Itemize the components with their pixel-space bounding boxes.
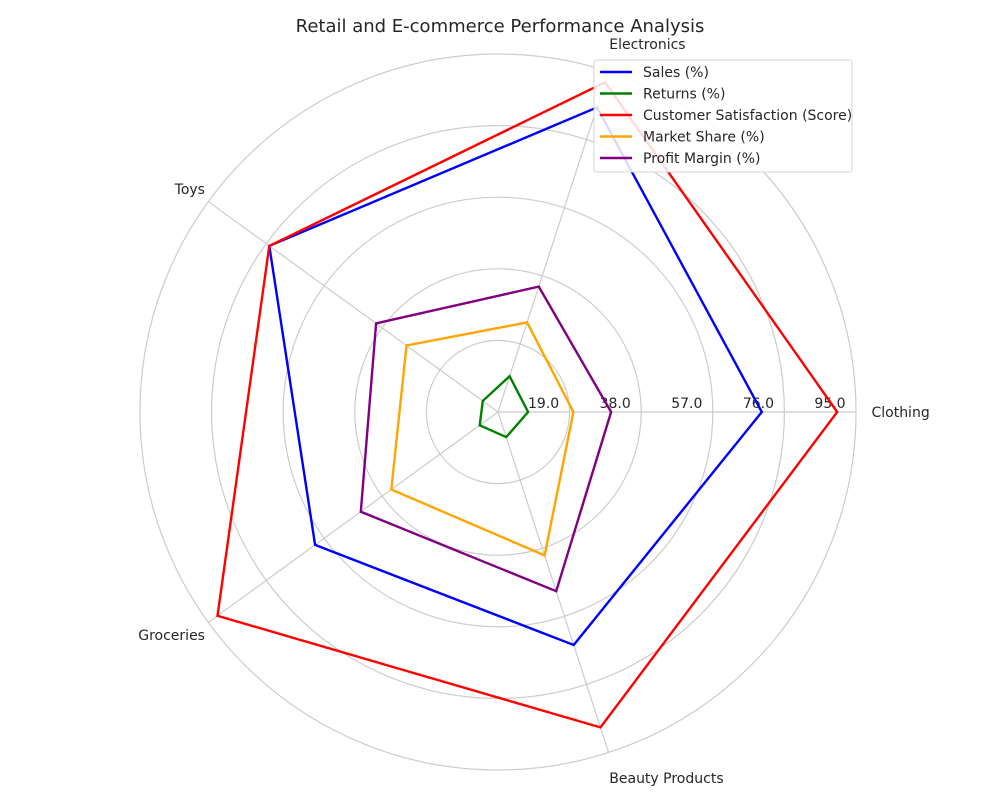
r-tick-label: 19.0	[528, 396, 559, 412]
radial-tick-labels: 19.0 38.0 57.0 76.0 95.0	[528, 396, 846, 412]
chart-title: Retail and E-commerce Performance Analys…	[296, 16, 705, 37]
category-label: Clothing	[871, 405, 929, 421]
legend-items: Sales (%) Returns (%) Customer Satisfactio…	[600, 65, 852, 167]
series-line-returns	[478, 374, 530, 439]
legend-label: Returns (%)	[643, 87, 725, 103]
category-labels: Clothing Electronics Toys Groceries Beauty P…	[138, 37, 929, 787]
legend-label: Customer Satisfaction (Score)	[643, 108, 852, 124]
legend-label: Sales (%)	[643, 65, 709, 81]
r-tick-label: 95.0	[814, 396, 845, 412]
spoke-line	[208, 201, 499, 413]
spoke-line	[208, 411, 499, 623]
legend-label: Profit Margin (%)	[643, 151, 760, 167]
legend-frame	[593, 59, 853, 173]
spoke-line	[497, 411, 610, 753]
category-label: Electronics	[609, 37, 685, 53]
series-line-profit-margin	[359, 285, 613, 593]
category-label: Toys	[174, 182, 205, 198]
legend-label: Market Share (%)	[643, 130, 765, 146]
r-tick-label: 57.0	[671, 396, 702, 412]
series-line-sales	[267, 105, 764, 647]
spoke-line	[497, 71, 610, 413]
category-label: Beauty Products	[609, 771, 723, 787]
legend: Sales (%) Returns (%) Customer Satisfactio…	[593, 59, 853, 173]
series-line-market-share	[390, 321, 575, 558]
r-tick-label: 38.0	[600, 396, 631, 412]
category-label: Groceries	[138, 628, 205, 644]
